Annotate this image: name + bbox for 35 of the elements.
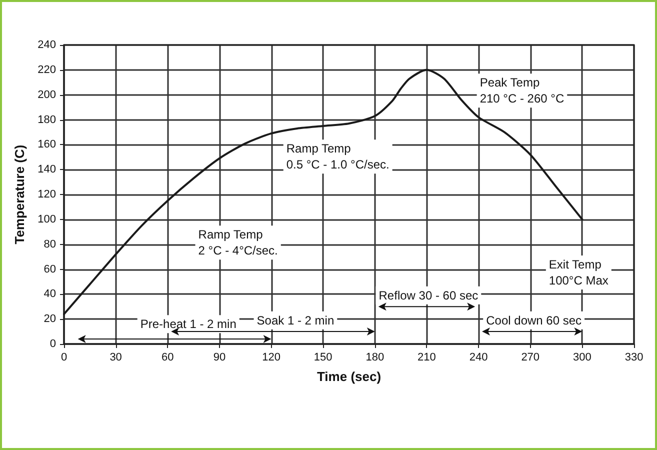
x-tick-label: 0 (60, 352, 68, 364)
y-tick-label: 200 (38, 88, 56, 101)
x-tick-label: 30 (110, 352, 122, 364)
y-tick-label: 40 (44, 288, 56, 300)
annotation: Ramp Temp 0.5 °C - 1.0 °C/sec. (286, 142, 390, 172)
y-tick-label: 60 (44, 263, 56, 276)
y-tick-label: 100 (38, 213, 56, 226)
annotation: Reflow 30 - 60 sec (378, 288, 478, 302)
annotation: Cool down 60 sec (486, 313, 582, 328)
annotation: Peak Temp 210 °C - 260 °C (480, 76, 564, 106)
x-tick-label: 90 (213, 352, 226, 364)
annotation: Ramp Temp 2 °C - 4°C/sec. (198, 228, 278, 258)
y-tick-label: 220 (38, 64, 56, 76)
y-tick-label: 120 (38, 188, 56, 200)
x-tick-label: 240 (469, 352, 488, 364)
x-tick-label: 270 (521, 352, 540, 364)
y-tick-label: 160 (38, 138, 56, 151)
x-tick-label: 180 (366, 352, 384, 364)
x-axis-title: Time (sec) (316, 369, 382, 384)
annotation: Soak 1 - 2 min (256, 313, 334, 328)
x-tick-label: 120 (262, 352, 280, 364)
y-tick-label: 80 (44, 238, 56, 250)
x-tick-label: 300 (573, 352, 592, 364)
y-tick-label: 20 (44, 313, 56, 326)
x-tick-label: 60 (162, 352, 174, 364)
x-tick-label: 330 (624, 352, 644, 364)
y-tick-label: 180 (38, 114, 56, 126)
y-tick-label: 240 (38, 39, 56, 51)
annotation: Exit Temp 100°C Max (548, 258, 608, 288)
y-tick-label: 140 (38, 164, 56, 176)
x-tick-label: 150 (314, 352, 332, 364)
x-tick-label: 210 (418, 352, 436, 364)
annotation: Pre-heat 1 - 2 min (140, 317, 236, 332)
y-axis-title: Temperature (C) (12, 144, 27, 244)
y-tick-label: 0 (50, 338, 56, 350)
